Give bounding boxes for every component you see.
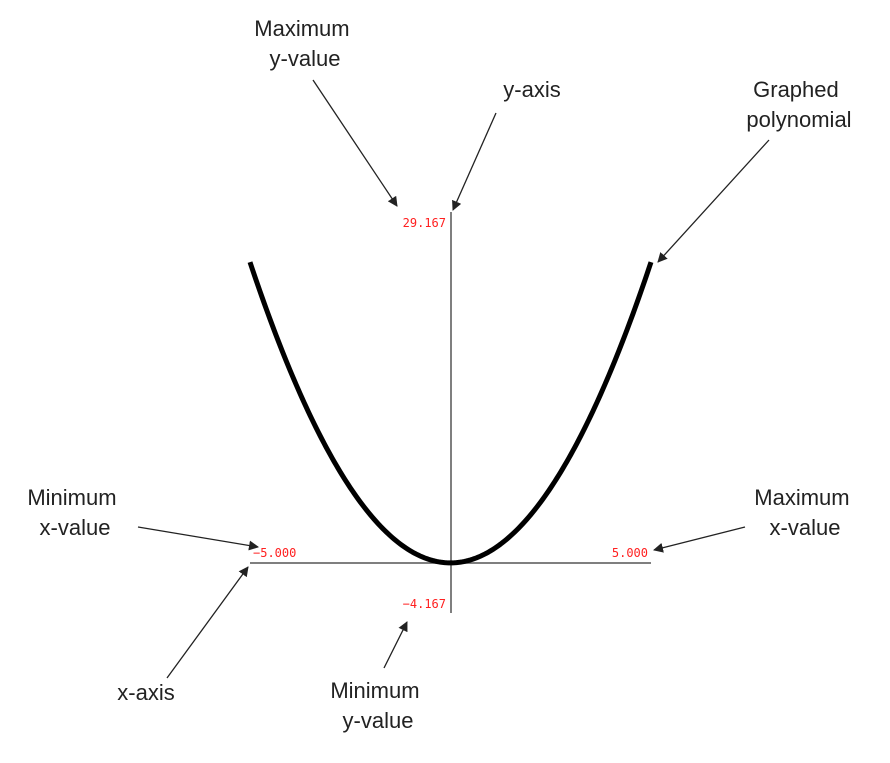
minimum-y-value-callout-line2: y-value: [343, 708, 414, 733]
x-axis-callout: x-axis: [117, 680, 174, 705]
graphed-polynomial-curve: [247, 261, 654, 566]
maximum-y-value-callout-line1: Maximum: [254, 16, 349, 41]
y-axis-callout-line1: y-axis: [503, 77, 560, 102]
y-max-label: 29.167: [403, 216, 446, 230]
minimum-x-value-callout: Minimum x-value: [27, 485, 122, 540]
minimum-x-value-callout-line1: Minimum: [27, 485, 116, 510]
arrow-minimum-y-value: [383, 621, 408, 669]
maximum-y-value-callout-line2: y-value: [270, 46, 341, 71]
arrow-x-axis: [166, 566, 249, 679]
arrow-graphed-polynomial: [657, 139, 770, 263]
x-axis-callout-line1: x-axis: [117, 680, 174, 705]
graphed-polynomial-callout: Graphed polynomial: [746, 77, 851, 132]
maximum-x-value-callout: Maximum x-value: [754, 485, 855, 540]
x-max-label: 5.000: [612, 546, 648, 560]
arrow-maximum-y-value: [312, 79, 398, 207]
minimum-x-value-callout-line2: x-value: [40, 515, 111, 540]
y-min-label: −4.167: [403, 597, 446, 611]
minimum-y-value-callout: Minimum y-value: [330, 678, 425, 733]
arrow-y-axis: [452, 112, 497, 211]
arrow-maximum-x-value: [653, 526, 746, 553]
maximum-x-value-callout-line2: x-value: [770, 515, 841, 540]
arrow-minimum-x-value: [137, 526, 259, 551]
y-axis-callout: y-axis: [503, 77, 560, 102]
minimum-y-value-callout-line1: Minimum: [330, 678, 419, 703]
x-min-label: −5.000: [253, 546, 296, 560]
graphed-polynomial-callout-line1: Graphed: [753, 77, 839, 102]
maximum-x-value-callout-line1: Maximum: [754, 485, 849, 510]
graphed-polynomial-callout-line2: polynomial: [746, 107, 851, 132]
maximum-y-value-callout: Maximum y-value: [254, 16, 355, 71]
